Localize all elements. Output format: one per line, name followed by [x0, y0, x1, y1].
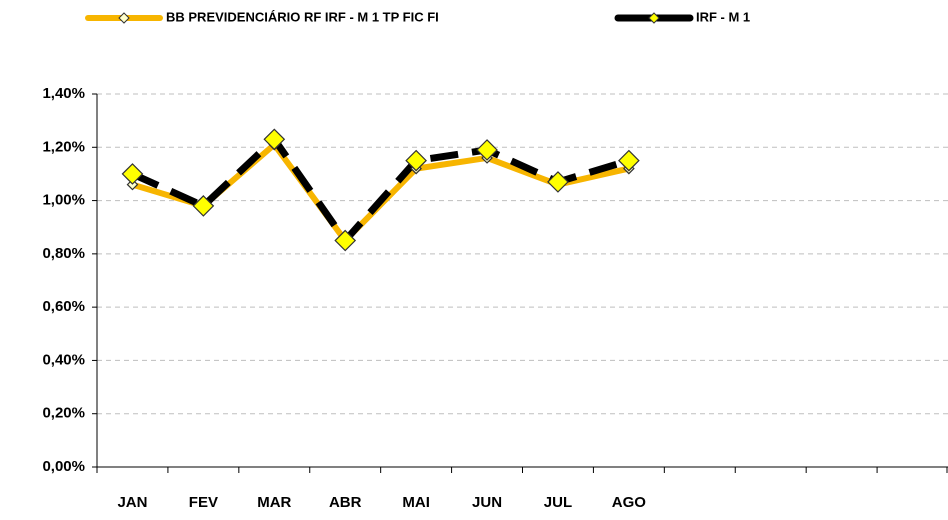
- marker: [334, 229, 357, 252]
- marker: [476, 139, 498, 161]
- y-tick-label: 1,20%: [42, 138, 85, 155]
- y-tick-label: 0,00%: [42, 458, 85, 475]
- y-tick-label: 0,60%: [42, 298, 85, 315]
- series-line: [131, 141, 630, 244]
- legend-label: IRF - M 1: [696, 9, 750, 24]
- x-tick-label: JUN: [472, 494, 502, 511]
- y-tick-label: 1,40%: [42, 85, 85, 102]
- marker: [263, 128, 286, 151]
- marker: [192, 195, 215, 217]
- y-tick-label: 1,00%: [42, 192, 85, 209]
- y-tick-label: 0,40%: [42, 351, 85, 368]
- marker: [618, 149, 640, 172]
- marker: [547, 171, 569, 193]
- x-tick-label: JUL: [544, 494, 572, 511]
- x-tick-label: JAN: [117, 494, 147, 511]
- x-tick-label: MAI: [402, 494, 430, 511]
- y-tick-label: 0,80%: [42, 245, 85, 262]
- x-tick-label: FEV: [189, 494, 218, 511]
- x-tick-label: ABR: [329, 494, 362, 511]
- x-tick-label: MAR: [257, 494, 291, 511]
- series-line: [131, 135, 630, 245]
- legend-label: BB PREVIDENCIÁRIO RF IRF - M 1 TP FIC FI: [166, 9, 439, 24]
- x-tick-label: AGO: [612, 494, 647, 511]
- marker: [121, 163, 144, 185]
- y-tick-label: 0,20%: [42, 405, 85, 422]
- legend-marker: [118, 12, 130, 24]
- marker: [405, 149, 427, 172]
- legend-marker: [648, 12, 660, 24]
